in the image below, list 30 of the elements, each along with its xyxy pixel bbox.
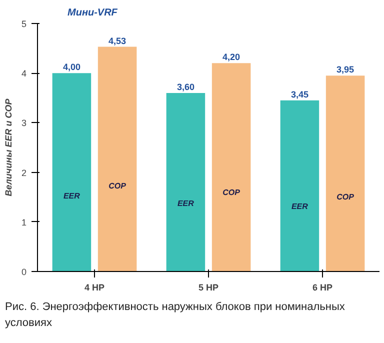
data-label: 3,45 (290, 89, 308, 100)
data-label: 4,00 (62, 62, 80, 72)
y-tick-label: 4 (21, 68, 27, 79)
x-tick-label: 4 HP (84, 282, 105, 292)
data-label: 3,95 (336, 64, 354, 75)
text: Рис. 6. Энергоэффективность наружных блоков при номинальных условиях (5, 300, 346, 331)
bar (212, 63, 251, 272)
bar (280, 100, 320, 272)
y-tick-label: 0 (21, 267, 27, 277)
x-tick-label: 5 HP (198, 282, 219, 292)
text: EER (63, 192, 80, 201)
chart-title: Мини-VRF (68, 8, 118, 18)
text: EER (177, 199, 194, 208)
data-label: 4,53 (108, 36, 126, 46)
y-tick-label: 1 (21, 217, 27, 228)
bar (326, 76, 365, 272)
y-axis-title: Величины EER и COP (3, 98, 14, 196)
bar (166, 92, 206, 272)
text: COP (108, 182, 126, 191)
series-label: EER (291, 202, 308, 211)
bar (98, 46, 137, 272)
y-tick-label: 5 (21, 19, 27, 29)
y-tick-label: 3 (21, 118, 27, 128)
data-label: 4,20 (222, 52, 240, 62)
bar (52, 73, 92, 272)
text: COP (222, 188, 240, 197)
y-tick-label: 2 (21, 168, 27, 178)
series-label: COP (336, 192, 355, 202)
data-label: 3,60 (176, 82, 194, 92)
x-tick-label: 6 HP (312, 282, 333, 292)
